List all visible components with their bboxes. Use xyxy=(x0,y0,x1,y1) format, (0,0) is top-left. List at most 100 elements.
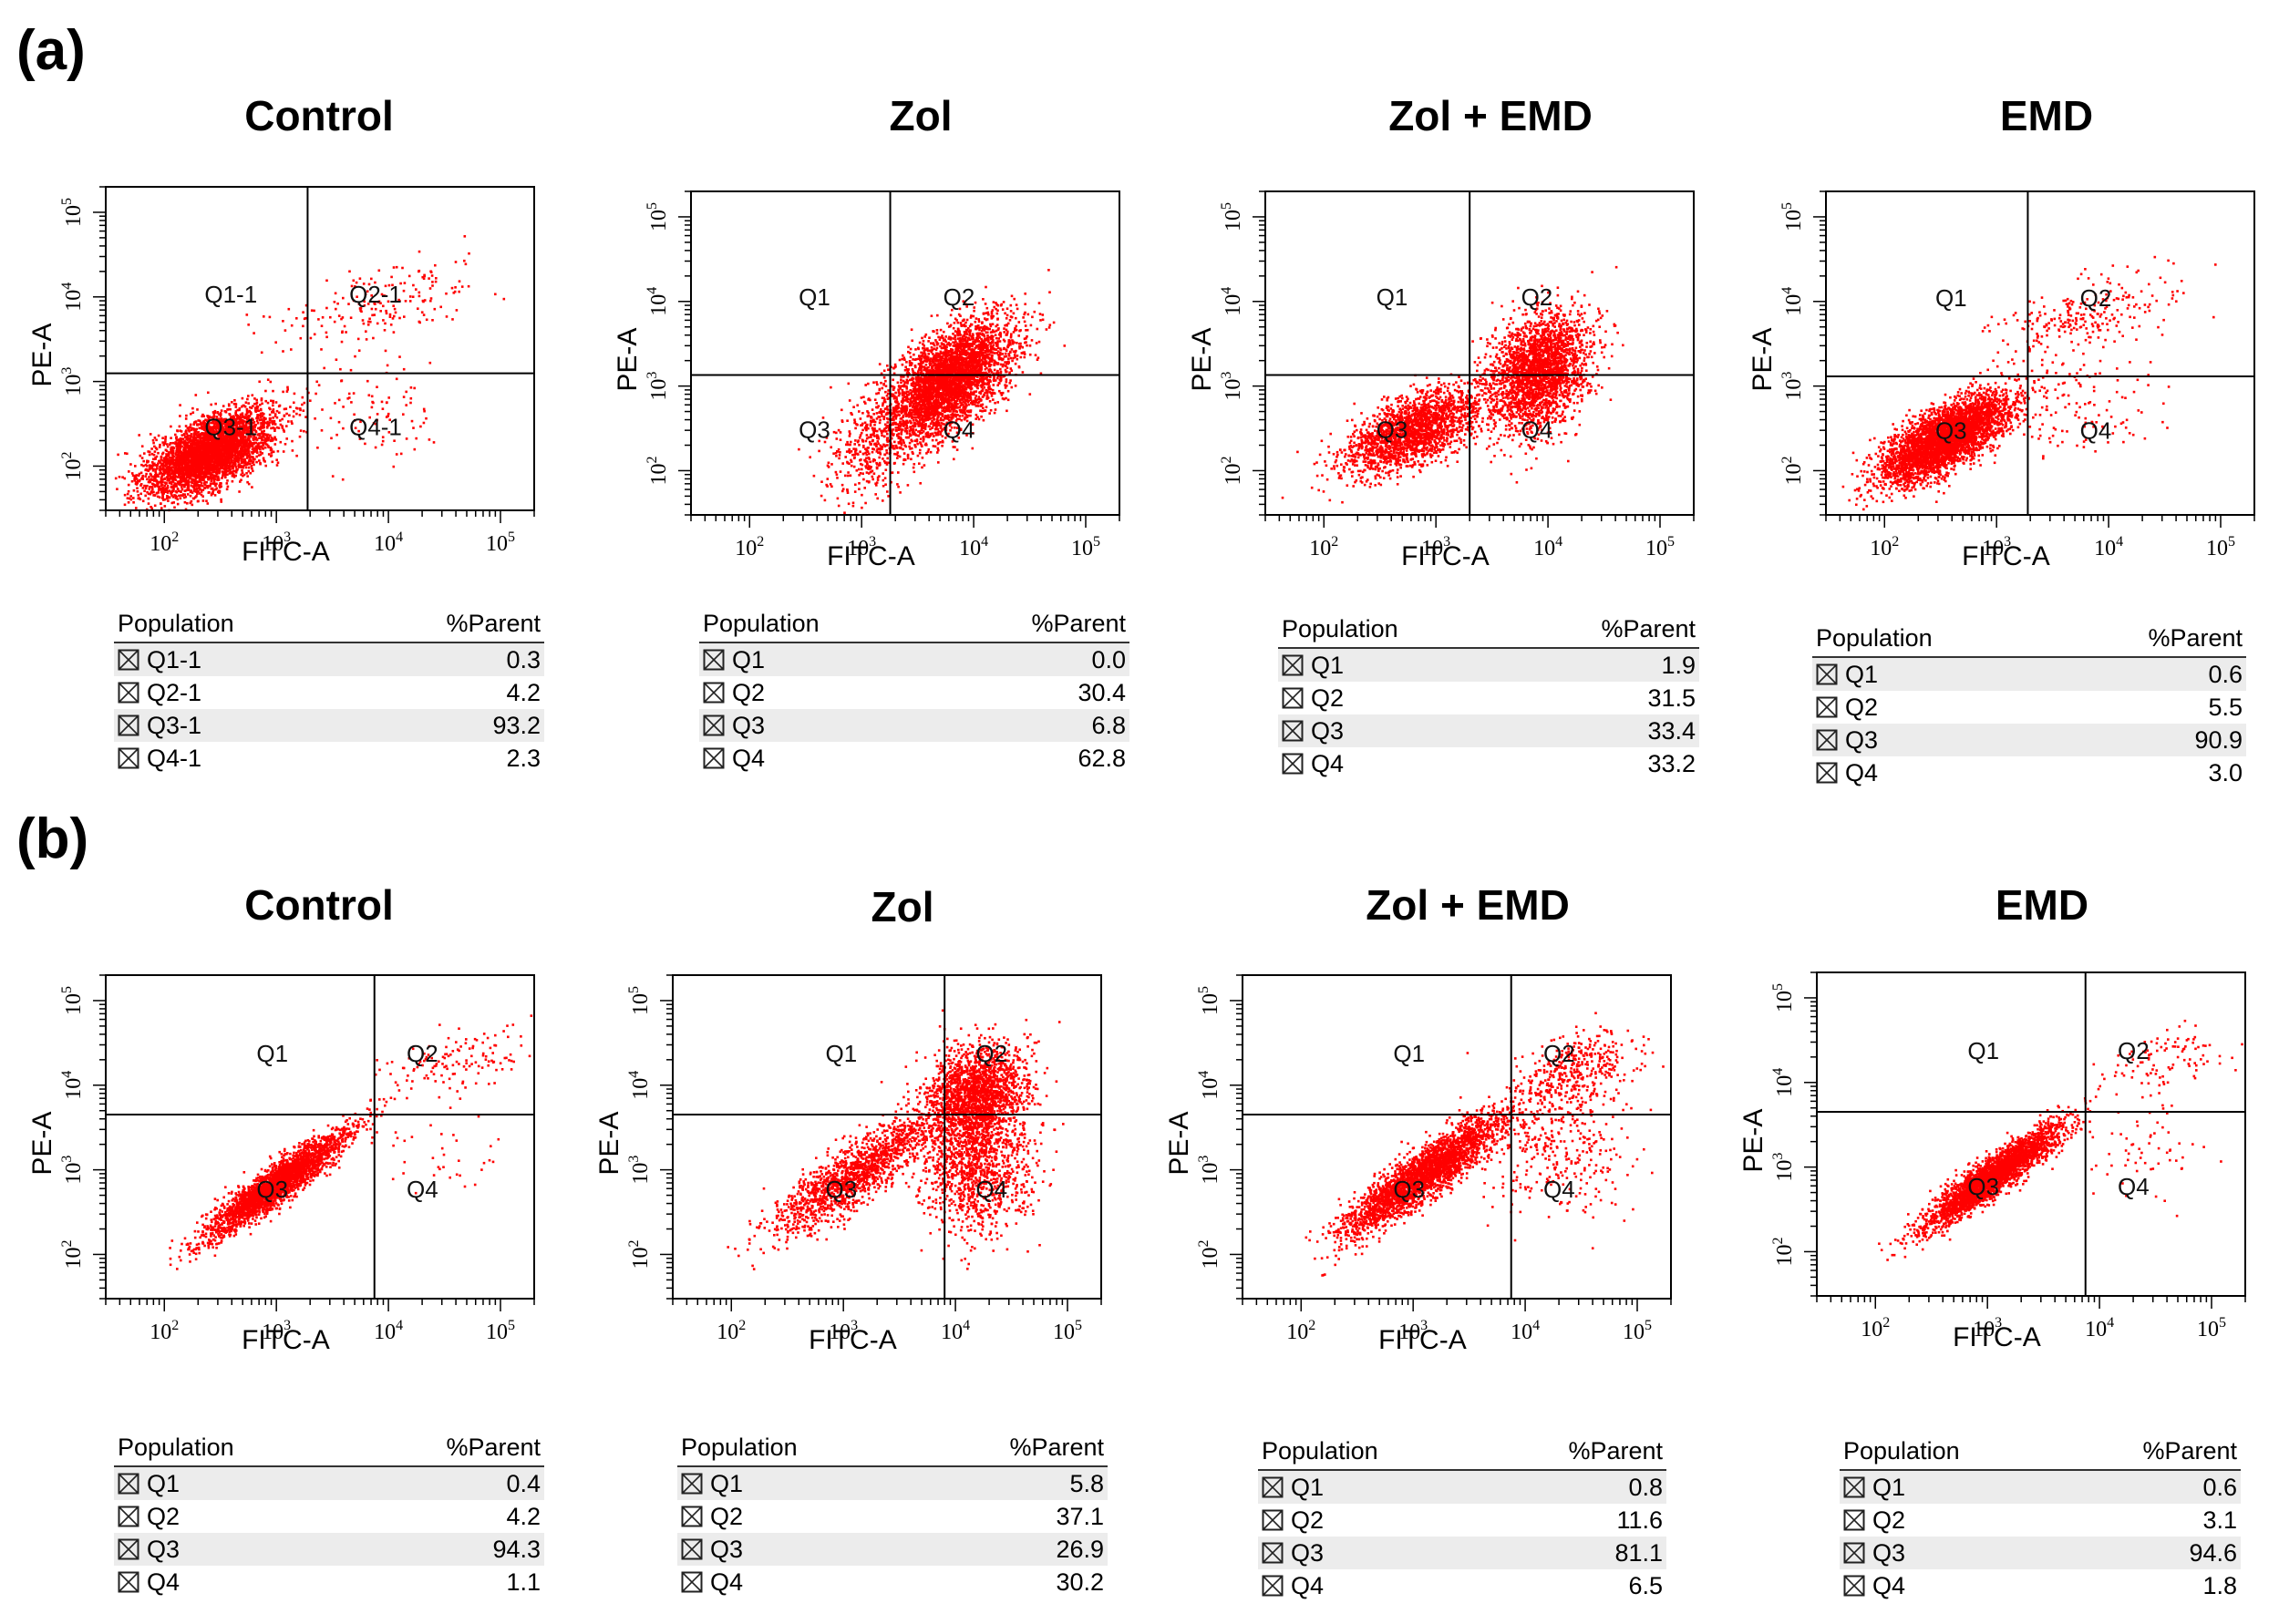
scatter-point xyxy=(364,442,366,446)
scatter-point xyxy=(965,381,968,384)
scatter-point xyxy=(214,402,217,406)
scatter-point xyxy=(213,437,216,439)
scatter-point xyxy=(165,470,168,473)
scatter-point xyxy=(922,439,925,443)
scatter-point xyxy=(230,457,233,459)
scatter-point xyxy=(293,410,295,413)
scatter-point xyxy=(245,472,248,475)
scatter-point xyxy=(179,447,182,449)
scatter-point xyxy=(164,448,168,452)
scatter-point xyxy=(270,427,273,430)
scatter-point xyxy=(252,405,254,407)
scatter-point xyxy=(228,465,231,468)
scatter-point xyxy=(924,348,927,352)
scatter-point xyxy=(434,263,437,267)
scatter-point xyxy=(203,451,206,455)
scatter-point xyxy=(153,504,157,508)
scatter-point xyxy=(905,419,909,423)
scatter-point xyxy=(222,475,224,478)
scatter-point xyxy=(350,401,353,404)
scatter-point xyxy=(216,452,219,455)
scatter-point xyxy=(315,380,318,384)
scatter-point xyxy=(244,426,247,429)
scatter-point xyxy=(232,431,235,434)
scatter-point xyxy=(177,464,180,467)
scatter-point xyxy=(217,437,220,441)
scatter-point xyxy=(387,300,390,303)
scatter-point xyxy=(376,418,378,422)
scatter-point xyxy=(191,491,194,494)
scatter-point xyxy=(247,416,251,420)
scatter-point xyxy=(166,457,170,460)
scatter-point xyxy=(356,337,360,341)
scatter-point xyxy=(210,464,213,467)
scatter-point xyxy=(213,465,216,468)
scatter-point xyxy=(282,350,284,353)
scatter-point xyxy=(198,454,201,457)
scatter-point xyxy=(170,491,172,495)
scatter-point xyxy=(159,467,162,470)
scatter-point xyxy=(204,466,207,468)
scatter-point xyxy=(283,415,286,417)
scatter-point xyxy=(227,455,231,458)
scatter-point xyxy=(387,283,391,287)
scatter-point xyxy=(209,482,212,485)
scatter-point xyxy=(232,438,236,441)
scatter-point xyxy=(288,414,291,416)
scatter-point xyxy=(923,368,925,372)
scatter-point xyxy=(422,277,426,280)
scatter-point xyxy=(156,483,159,486)
scatter-point xyxy=(248,410,252,413)
scatter-point xyxy=(352,299,356,303)
scatter-point xyxy=(128,470,130,473)
scatter-point xyxy=(159,460,161,464)
scatter-point xyxy=(226,408,229,411)
scatter-point xyxy=(262,430,264,434)
scatter-point xyxy=(232,448,236,451)
scatter-point xyxy=(163,468,166,472)
scatter-point xyxy=(211,421,214,425)
scatter-point xyxy=(242,416,245,418)
scatter-point xyxy=(420,311,424,313)
scatter-point xyxy=(960,402,964,405)
scatter-point xyxy=(222,451,226,454)
scatter-point xyxy=(203,422,206,425)
scatter-point xyxy=(184,417,188,420)
scatter-point xyxy=(240,473,242,477)
scatter-point xyxy=(387,396,390,399)
scatter-point xyxy=(343,324,346,328)
scatter-point xyxy=(146,490,149,494)
scatter-point xyxy=(182,479,185,483)
scatter-point xyxy=(273,436,276,439)
scatter-point xyxy=(260,351,263,355)
scatter-point xyxy=(220,409,223,412)
scatter-point xyxy=(267,446,270,449)
scatter-point xyxy=(225,424,229,427)
quadrant-label: Q2-1 xyxy=(349,281,402,308)
scatter-point xyxy=(255,402,258,406)
scatter-point xyxy=(211,432,215,436)
scatter-point xyxy=(950,427,954,429)
scatter-point xyxy=(205,425,208,427)
scatter-point xyxy=(170,486,173,488)
scatter-point xyxy=(257,445,261,448)
scatter-point xyxy=(990,334,993,337)
scatter-point xyxy=(184,447,187,451)
scatter-point xyxy=(214,440,217,443)
scatter-point xyxy=(210,403,212,406)
scatter-point xyxy=(320,429,324,432)
scatter-point xyxy=(1015,303,1018,306)
scatter-point xyxy=(195,450,198,453)
scatter-point xyxy=(253,424,256,427)
scatter-point xyxy=(195,427,199,431)
scatter-point xyxy=(161,468,164,471)
scatter-point xyxy=(202,438,206,441)
scatter-points xyxy=(798,269,1067,514)
scatter-point xyxy=(314,417,316,420)
scatter-point xyxy=(494,293,497,296)
scatter-point xyxy=(276,461,280,464)
scatter-point xyxy=(241,465,244,468)
scatter-point xyxy=(212,476,215,479)
scatter-point xyxy=(222,419,225,422)
scatter-point xyxy=(235,414,238,416)
